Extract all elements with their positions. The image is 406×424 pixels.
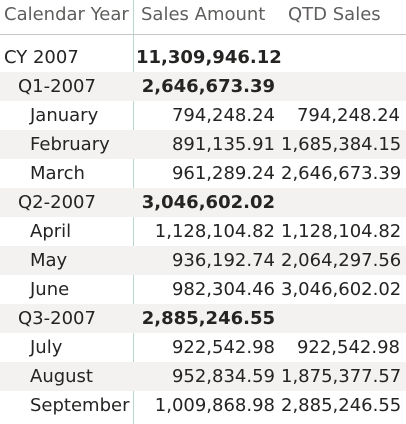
qtd-sales-cell: 2,885,246.55 (281, 395, 402, 416)
row-january[interactable]: January 794,248.24 794,248.24 (0, 101, 406, 130)
row-label: July (30, 337, 63, 358)
sales-amount-cell: 11,309,946.12 (136, 47, 282, 68)
sales-amount-cell: 952,834.59 (171, 366, 275, 387)
qtd-sales-cell: 3,046,602.02 (281, 279, 402, 300)
header-row: Calendar Year Sales Amount QTD Sales (0, 0, 406, 34)
header-qtd-sales[interactable]: QTD Sales (288, 4, 381, 25)
row-may[interactable]: May 936,192.74 2,064,297.56 (0, 246, 406, 275)
header-sales-amount[interactable]: Sales Amount (141, 4, 266, 25)
qtd-sales-cell: 1,685,384.15 (281, 134, 402, 155)
qtd-sales-cell (281, 72, 400, 101)
header-divider (0, 34, 406, 35)
sales-amount-cell: 1,128,104.82 (154, 221, 275, 242)
sales-amount-cell: 982,304.46 (171, 279, 275, 300)
header-calendar-year[interactable]: Calendar Year (4, 4, 129, 25)
qtd-sales-cell: 1,128,104.82 (281, 221, 402, 242)
row-q3-2007[interactable]: Q3-2007 2,885,246.55 (0, 304, 406, 333)
row-march[interactable]: March 961,289.24 2,646,673.39 (0, 159, 406, 188)
row-label: CY 2007 (4, 47, 79, 68)
row-label: August (30, 366, 93, 387)
qtd-sales-cell: 1,875,377.57 (281, 366, 402, 387)
row-label: April (30, 221, 72, 242)
qtd-sales-cell: 2,646,673.39 (281, 163, 402, 184)
row-label: February (30, 134, 110, 155)
row-label: January (30, 105, 99, 126)
row-label: May (30, 250, 68, 271)
row-april[interactable]: April 1,128,104.82 1,128,104.82 (0, 217, 406, 246)
qtd-sales-cell (281, 43, 400, 72)
row-september[interactable]: September 1,009,868.98 2,885,246.55 (0, 391, 406, 420)
row-label: Q1-2007 (18, 76, 96, 97)
qtd-sales-cell (281, 304, 400, 333)
row-june[interactable]: June 982,304.46 3,046,602.02 (0, 275, 406, 304)
sales-amount-cell: 2,646,673.39 (141, 76, 275, 97)
qtd-sales-cell: 794,248.24 (296, 105, 400, 126)
qtd-sales-cell (281, 188, 400, 217)
row-label: June (30, 279, 70, 300)
qtd-sales-cell: 922,542.98 (296, 337, 400, 358)
sales-amount-cell: 922,542.98 (171, 337, 275, 358)
sales-amount-cell: 794,248.24 (171, 105, 275, 126)
sales-amount-cell: 1,009,868.98 (154, 395, 275, 416)
sales-amount-cell: 891,135.91 (171, 134, 275, 155)
sales-amount-cell: 936,192.74 (171, 250, 275, 271)
row-label: September (30, 395, 130, 416)
row-label: Q2-2007 (18, 192, 96, 213)
row-february[interactable]: February 891,135.91 1,685,384.15 (0, 130, 406, 159)
qtd-sales-cell: 2,064,297.56 (281, 250, 402, 271)
row-label: March (30, 163, 85, 184)
row-august[interactable]: August 952,834.59 1,875,377.57 (0, 362, 406, 391)
row-label: Q3-2007 (18, 308, 96, 329)
sales-amount-cell: 961,289.24 (171, 163, 275, 184)
row-q2-2007[interactable]: Q2-2007 3,046,602.02 (0, 188, 406, 217)
sales-amount-cell: 3,046,602.02 (141, 192, 275, 213)
row-q1-2007[interactable]: Q1-2007 2,646,673.39 (0, 72, 406, 101)
row-july[interactable]: July 922,542.98 922,542.98 (0, 333, 406, 362)
row-cy-2007[interactable]: CY 2007 11,309,946.12 (0, 43, 406, 72)
sales-amount-cell: 2,885,246.55 (141, 308, 275, 329)
